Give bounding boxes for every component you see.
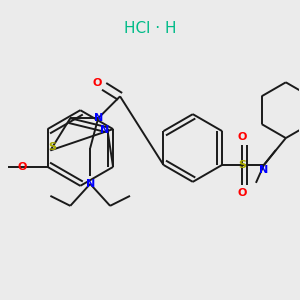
Text: HCl · H: HCl · H [124, 21, 176, 36]
Text: N: N [85, 179, 95, 189]
Text: S: S [48, 142, 56, 152]
Text: S: S [238, 160, 246, 170]
Text: O: O [92, 78, 102, 88]
Text: N: N [259, 165, 268, 175]
Text: N: N [94, 113, 103, 123]
Text: O: O [237, 132, 247, 142]
Text: N: N [100, 125, 110, 135]
Text: O: O [17, 162, 26, 172]
Text: O: O [237, 188, 247, 198]
